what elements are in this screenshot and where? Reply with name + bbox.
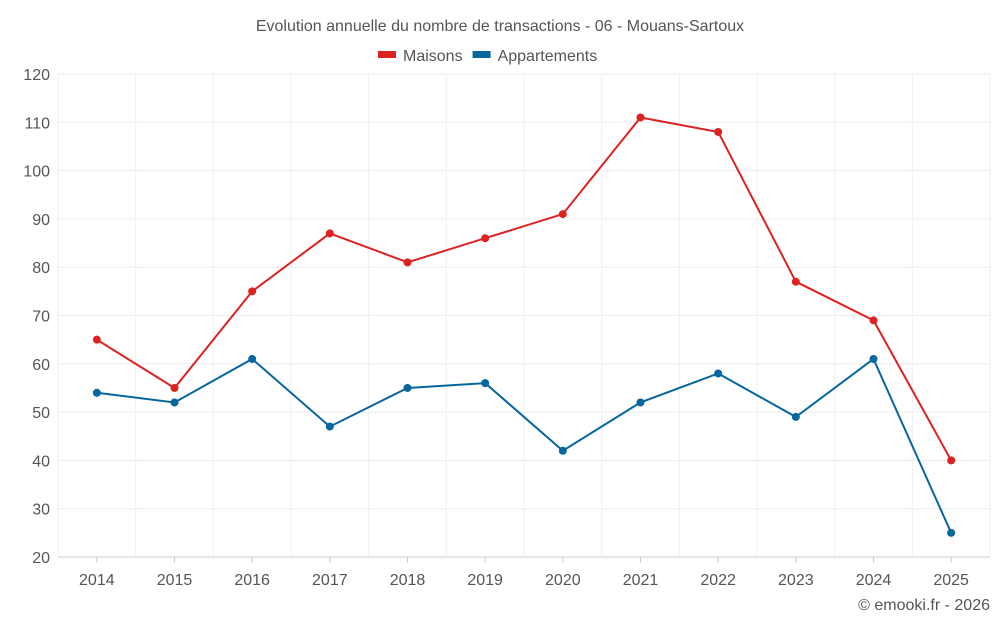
data-point-maisons: [248, 287, 257, 296]
grid: 20 30 40 50 60 70 80 90 100 110 120 2014 2015 2016 201…: [23, 67, 991, 589]
data-point-appartements: [481, 379, 490, 388]
legend-swatch: [472, 51, 491, 58]
data-point-maisons: [558, 210, 567, 219]
series-group: [92, 113, 956, 537]
data-point-maisons: [869, 316, 878, 325]
data-point-appartements: [248, 354, 257, 363]
data-point-maisons: [714, 127, 723, 136]
y-tick-label: 70: [32, 309, 50, 326]
series-line-maisons: [96, 116, 953, 461]
y-tick-label: 60: [32, 357, 50, 374]
data-point-appartements: [170, 398, 179, 407]
x-tick-label: 2024: [856, 572, 892, 589]
y-tick-label: 30: [32, 502, 50, 519]
data-point-appartements: [636, 398, 645, 407]
y-tick-label: 110: [24, 115, 50, 132]
x-tick-label: 2019: [467, 572, 503, 589]
x-tick-label: 2014: [79, 572, 115, 589]
data-point-appartements: [92, 388, 101, 397]
chart-title: Evolution annuelle du nombre de transact…: [256, 18, 744, 35]
data-point-appartements: [869, 354, 878, 363]
data-point-maisons: [403, 258, 412, 267]
y-tick-label: 20: [32, 550, 50, 567]
y-tick-label: 50: [32, 405, 50, 422]
x-tick-label: 2021: [623, 572, 659, 589]
y-tick-label: 40: [32, 453, 50, 470]
data-point-appartements: [403, 383, 412, 392]
data-point-maisons: [325, 229, 334, 238]
credit: © emooki.fr - 2026: [858, 597, 990, 614]
y-tick-label: 120: [23, 67, 50, 84]
data-point-appartements: [791, 412, 800, 421]
y-tick-label: 90: [32, 212, 50, 229]
x-tick-label: 2020: [545, 572, 581, 589]
data-point-appartements: [558, 446, 567, 455]
legend-swatch: [378, 51, 396, 58]
x-tick-label: 2018: [390, 572, 426, 589]
x-tick-label: 2025: [933, 572, 969, 589]
series-line-appartements: [96, 357, 953, 534]
y-tick-label: 80: [32, 260, 50, 277]
data-point-maisons: [636, 113, 645, 122]
data-point-appartements: [947, 528, 956, 537]
x-tick-label: 2015: [157, 572, 193, 589]
x-tick-label: 2023: [778, 572, 814, 589]
data-point-maisons: [947, 456, 956, 465]
data-point-maisons: [481, 234, 490, 243]
data-point-maisons: [170, 383, 179, 392]
data-point-appartements: [714, 369, 723, 378]
legend-label: Maisons: [403, 48, 463, 65]
data-point-maisons: [791, 277, 800, 286]
legend: Maisons Appartements: [378, 48, 597, 65]
data-point-maisons: [92, 335, 101, 344]
x-tick-label: 2022: [700, 572, 736, 589]
x-tick-label: 2017: [312, 572, 348, 589]
legend-label: Appartements: [498, 48, 598, 65]
data-point-appartements: [325, 422, 334, 431]
x-tick-label: 2016: [234, 572, 270, 589]
y-tick-label: 100: [23, 164, 50, 181]
